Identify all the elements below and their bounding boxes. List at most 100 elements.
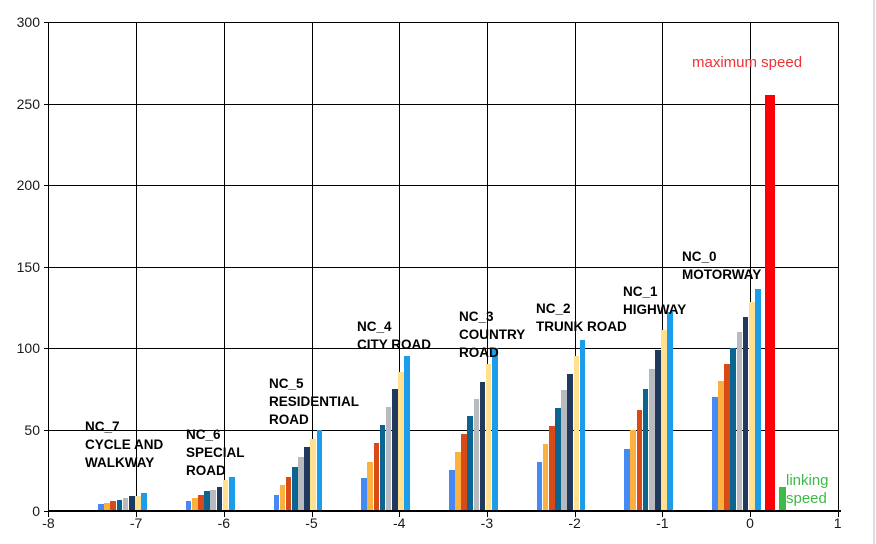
bar-nc_3-s3	[467, 416, 474, 511]
bar-nc_6-s3	[204, 491, 210, 511]
bar-nc_7-s3	[116, 499, 123, 511]
x-tick-label: -8	[42, 515, 55, 531]
bar-nc_4-s3	[379, 424, 386, 511]
y-tick-label: 150	[16, 258, 40, 275]
x-tick-label: -4	[392, 515, 406, 531]
bar-nc_0-s0	[712, 396, 718, 511]
bar-nc_0-s2	[724, 364, 730, 511]
maximum-speed-label: maximum speed	[692, 54, 803, 71]
gridline-horizontal	[50, 185, 838, 187]
y-tick-mark	[44, 185, 50, 187]
bar-nc_5-s1	[279, 484, 286, 511]
x-tick-label: -7	[129, 515, 143, 531]
bar-nc_7-s6	[135, 496, 141, 511]
bar-nc_0-s5	[742, 317, 749, 511]
gridline-vertical	[662, 22, 664, 511]
y-tick-mark	[44, 103, 50, 105]
y-tick-label: 250	[16, 95, 40, 112]
bar-nc_2-s4	[561, 390, 567, 511]
linking-speed-label-line2: speed	[786, 490, 827, 507]
bar-nc_1-s4	[648, 369, 655, 511]
linking-speed-label: linking speed	[786, 472, 829, 508]
gridline-vertical	[136, 22, 138, 511]
group-label-line: ROAD	[269, 412, 309, 427]
bar-nc_1-s6	[661, 330, 667, 511]
bar-nc_7-s2	[110, 501, 117, 511]
group-label-line: COUNTRY	[459, 327, 526, 342]
bar-nc_4-s5	[391, 388, 398, 511]
gridline-vertical	[311, 22, 313, 511]
y-tick-label: 200	[16, 177, 40, 194]
x-tick-label: -3	[480, 515, 494, 531]
gridline-horizontal	[50, 103, 838, 105]
bar-nc_0-s3	[730, 348, 737, 511]
bar-nc_3-s5	[479, 382, 486, 511]
bar-nc_5-s5	[304, 447, 310, 511]
y-tick-mark	[44, 266, 50, 268]
gridline-vertical	[48, 22, 50, 511]
group-label-line: NC_3	[459, 309, 494, 324]
bar-nc_3-s6	[485, 364, 492, 511]
gridline-horizontal	[50, 266, 838, 268]
bar-nc_2-s3	[555, 408, 561, 511]
bar-nc_2-s6	[573, 356, 580, 511]
bar-nc_6-s2	[198, 494, 204, 511]
bar-nc_6-s4	[210, 489, 217, 511]
bar-nc_6-s5	[216, 486, 223, 511]
bar-nc_6-s7	[228, 476, 235, 511]
linking-speed-bar	[779, 486, 786, 511]
y-tick-mark	[44, 22, 50, 24]
x-tick-label: 0	[746, 515, 754, 531]
bar-nc_5-s6	[310, 439, 317, 511]
bar-nc_7-s0	[98, 504, 104, 511]
group-label-nc_6: NC_6 SPECIAL ROAD	[186, 426, 245, 480]
bar-nc_2-s7	[579, 339, 586, 511]
group-label-line: NC_4	[357, 319, 392, 334]
bar-nc_1-s0	[624, 449, 630, 511]
group-label-line: NC_5	[269, 376, 304, 391]
gridline-vertical	[837, 22, 839, 511]
bar-nc_0-s7	[755, 289, 761, 511]
group-label-line: NC_6	[186, 427, 221, 442]
bar-nc_6-s6	[222, 480, 229, 511]
x-tick-mark	[399, 511, 401, 517]
group-label-line: NC_0	[682, 249, 717, 264]
bar-nc_5-s4	[298, 457, 304, 511]
bar-nc_4-s4	[385, 406, 392, 511]
maximum-speed-bar	[765, 95, 775, 511]
bar-nc_1-s5	[655, 349, 661, 511]
gridline-horizontal	[50, 22, 838, 24]
x-axis-line	[49, 510, 841, 512]
linking-speed-label-line1: linking	[786, 472, 829, 489]
x-tick-mark	[837, 511, 839, 517]
bar-nc_5-s3	[291, 466, 298, 511]
group-label-nc_2: NC_2 TRUNK ROAD	[536, 300, 627, 336]
x-tick-mark	[136, 511, 138, 517]
group-label-line: ROAD	[186, 463, 226, 478]
gridline-vertical	[399, 22, 401, 511]
bar-nc_0-s6	[748, 302, 755, 511]
x-tick-label: -1	[656, 515, 669, 531]
group-label-nc_0: NC_0 MOTORWAY	[682, 248, 761, 284]
bar-nc_4-s7	[404, 356, 410, 511]
bar-nc_1-s2	[636, 409, 643, 511]
bar-nc_6-s1	[191, 497, 198, 511]
group-label-nc_5: NC_5 RESIDENTIAL ROAD	[269, 375, 359, 429]
group-label-line: WALKWAY	[85, 455, 155, 470]
bar-nc_2-s2	[548, 426, 555, 511]
gridline-horizontal	[50, 429, 838, 431]
y-tick-label: 50	[24, 421, 40, 438]
group-label-line: SPECIAL	[186, 445, 245, 460]
x-tick-mark	[750, 511, 751, 517]
group-label-nc_4: NC_4 CITY ROAD	[357, 318, 431, 354]
gridline-vertical	[574, 22, 576, 511]
x-tick-mark	[486, 511, 488, 517]
bar-nc_5-s7	[316, 429, 323, 511]
bar-nc_3-s7	[491, 348, 498, 511]
bar-nc_4-s2	[373, 442, 380, 511]
x-tick-label: -2	[568, 515, 581, 531]
x-tick-label: 1	[833, 515, 842, 531]
bar-nc_1-s7	[667, 312, 674, 511]
bar-nc_4-s1	[367, 462, 374, 511]
bar-nc_5-s0	[273, 494, 280, 511]
